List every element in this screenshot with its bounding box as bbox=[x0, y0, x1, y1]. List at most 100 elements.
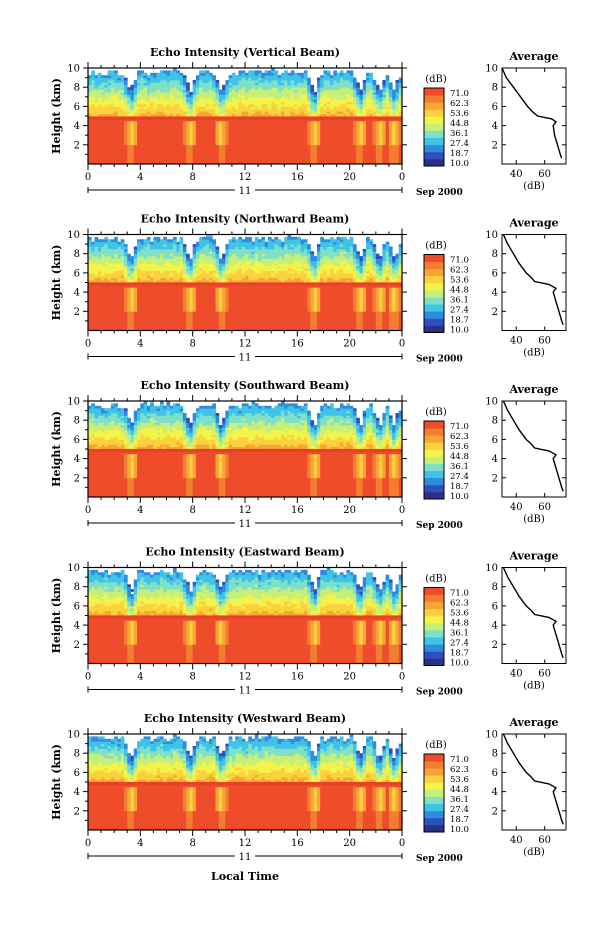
avg-frame bbox=[501, 67, 567, 165]
avg-y-tick-label: 4 bbox=[492, 787, 498, 798]
colorbar-frame bbox=[423, 587, 445, 666]
y-tick-label: 2 bbox=[74, 640, 80, 651]
avg-title: Average bbox=[508, 217, 558, 230]
colorbar-tick-label: 44.8 bbox=[450, 619, 469, 629]
x-tick-label: 0 bbox=[85, 672, 91, 683]
x-tick-label: 20 bbox=[343, 172, 356, 183]
colorbar-segment bbox=[424, 137, 444, 146]
colorbar-tick-label: 36.1 bbox=[450, 462, 469, 472]
colorbar-tick-label: 10.0 bbox=[450, 159, 469, 169]
y-tick-label: 6 bbox=[74, 768, 80, 779]
y-axis-label: Height (km) bbox=[50, 245, 63, 321]
colorbar-frame bbox=[423, 753, 445, 833]
x-tick-label: 16 bbox=[291, 172, 304, 183]
y-tick-label: 8 bbox=[74, 749, 80, 760]
avg-y-tick-label: 10 bbox=[485, 730, 498, 741]
colorbar-tick-label: 27.4 bbox=[450, 639, 469, 649]
colorbar-frame bbox=[423, 420, 445, 500]
y-tick-label: 4 bbox=[74, 288, 80, 299]
colorbar-tick-label: 36.1 bbox=[450, 629, 469, 639]
day-label: 11 bbox=[239, 686, 252, 697]
colorbar-segment bbox=[424, 775, 444, 783]
x-tick-label: 4 bbox=[137, 505, 143, 516]
colorbar-segment bbox=[424, 782, 444, 790]
y-tick-label: 10 bbox=[67, 230, 80, 241]
avg-y-tick-label: 10 bbox=[485, 64, 498, 75]
colorbar-segment bbox=[424, 318, 444, 326]
colorbar-segment bbox=[424, 463, 444, 472]
x-tick-label: 0 bbox=[85, 339, 91, 350]
colorbar-segment bbox=[424, 622, 444, 631]
colorbar-segment bbox=[424, 435, 444, 443]
colorbar-tick-label: 27.4 bbox=[450, 139, 469, 149]
colorbar-tick-label: 10.0 bbox=[450, 659, 469, 669]
avg-x-label: (dB) bbox=[523, 348, 545, 359]
x-tick-label: 16 bbox=[291, 672, 304, 683]
avg-x-label: (dB) bbox=[523, 181, 545, 192]
x-tick-label: 12 bbox=[239, 172, 252, 183]
colorbar-frame bbox=[423, 254, 445, 333]
avg-y-tick-label: 2 bbox=[492, 307, 498, 318]
avg-x-tick-label: 40 bbox=[510, 669, 523, 680]
avg-title: Average bbox=[508, 50, 558, 63]
avg-x-tick-label: 40 bbox=[510, 835, 523, 846]
avg-profile-line bbox=[502, 400, 564, 492]
colorbar-segment bbox=[424, 109, 444, 117]
x-tick-label: 8 bbox=[189, 505, 195, 516]
date-label: Sep 2000 bbox=[416, 521, 463, 531]
panel-title: Echo Intensity (Eastward Beam) bbox=[145, 546, 344, 559]
x-tick-label: 0 bbox=[85, 172, 91, 183]
panel-title: Echo Intensity (Northward Beam) bbox=[141, 213, 350, 226]
x-tick-label: 20 bbox=[343, 672, 356, 683]
x-tick-label: 16 bbox=[291, 339, 304, 350]
colorbar-tick-label: 53.6 bbox=[450, 276, 469, 286]
colorbar-tick-label: 62.3 bbox=[450, 99, 469, 109]
colorbar-segment bbox=[424, 261, 444, 270]
colorbar-tick-label: 36.1 bbox=[450, 129, 469, 139]
avg-x-tick-label: 60 bbox=[538, 502, 551, 513]
colorbar-unit: (dB) bbox=[425, 241, 447, 252]
colorbar-segment bbox=[424, 304, 444, 312]
colorbar-frame bbox=[423, 87, 445, 167]
avg-x-tick-label: 60 bbox=[538, 669, 551, 680]
colorbar-tick-label: 44.8 bbox=[450, 286, 469, 296]
colorbar-unit: (dB) bbox=[425, 407, 447, 418]
colorbar-segment bbox=[424, 456, 444, 464]
colorbar-segment bbox=[424, 88, 444, 96]
y-axis-label: Height (km) bbox=[50, 578, 63, 654]
avg-y-tick-label: 2 bbox=[492, 140, 498, 151]
avg-y-tick-label: 6 bbox=[492, 435, 498, 446]
avg-y-tick-label: 8 bbox=[492, 582, 498, 593]
colorbar-segment bbox=[424, 123, 444, 131]
colorbar-tick-label: 10.0 bbox=[450, 326, 469, 336]
y-tick-label: 2 bbox=[74, 307, 80, 318]
avg-x-label: (dB) bbox=[523, 514, 545, 525]
colorbar-segment bbox=[424, 637, 444, 645]
colorbar-tick-label: 44.8 bbox=[450, 119, 469, 129]
avg-y-tick-label: 6 bbox=[492, 768, 498, 779]
colorbar-tick-label: 10.0 bbox=[450, 825, 469, 835]
y-tick-label: 4 bbox=[74, 454, 80, 465]
panel-1: Echo Intensity (Northward Beam) 2 4 6 8 10 Hei… bbox=[50, 213, 567, 365]
y-tick-label: 6 bbox=[74, 268, 80, 279]
y-tick-label: 8 bbox=[74, 249, 80, 260]
panel-title: Echo Intensity (Westward Beam) bbox=[144, 712, 346, 725]
colorbar-segment bbox=[424, 484, 444, 493]
colorbar-tick-label: 27.4 bbox=[450, 805, 469, 815]
avg-x-tick-label: 60 bbox=[538, 336, 551, 347]
colorbar-segment bbox=[424, 761, 444, 769]
colorbar-segment bbox=[424, 630, 444, 638]
date-label: Sep 2000 bbox=[416, 188, 463, 198]
avg-x-tick-label: 60 bbox=[538, 835, 551, 846]
colorbar-tick-label: 18.7 bbox=[450, 149, 469, 159]
colorbar-tick-label: 18.7 bbox=[450, 316, 469, 326]
heatmap-field bbox=[88, 234, 402, 331]
avg-title: Average bbox=[508, 550, 558, 563]
avg-frame bbox=[501, 567, 567, 664]
x-tick-label: 0 bbox=[85, 838, 91, 849]
x-tick-label: 4 bbox=[137, 672, 143, 683]
colorbar-segment bbox=[424, 428, 444, 436]
bottom-xlabel: Local Time bbox=[211, 870, 279, 883]
colorbar-segment bbox=[424, 470, 444, 479]
